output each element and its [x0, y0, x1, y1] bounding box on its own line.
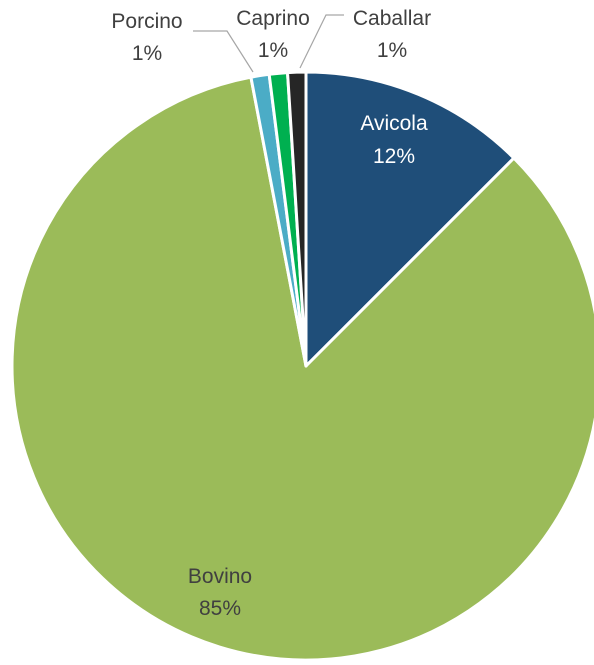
leader-lines	[193, 14, 344, 73]
slice-label-caballar: Caballar	[353, 7, 431, 30]
leader-line-porcino	[193, 30, 254, 73]
slice-label-bovino: Bovino	[188, 565, 252, 588]
slice-percent-bovino: 85%	[199, 597, 241, 620]
pie-slice-caballar	[286, 70, 308, 368]
slice-label-porcino: Porcino	[111, 10, 182, 33]
pie-slice-bovino	[10, 75, 594, 662]
pie-slice-avicola	[304, 70, 516, 368]
slice-percent-porcino: 1%	[132, 42, 162, 65]
slice-label-caprino: Caprino	[236, 7, 310, 30]
slice-label-avicola: Avicola	[360, 112, 428, 135]
slice-percent-caprino: 1%	[258, 39, 288, 62]
slice-percent-avicola: 12%	[373, 145, 415, 168]
data-labels: Avicola 12% Bovino 85% Porcino 1% Caprino 1% Cab…	[111, 7, 431, 620]
leader-line-caballar	[299, 14, 344, 69]
pie-slices	[10, 70, 594, 662]
slice-percent-caballar: 1%	[377, 39, 407, 62]
